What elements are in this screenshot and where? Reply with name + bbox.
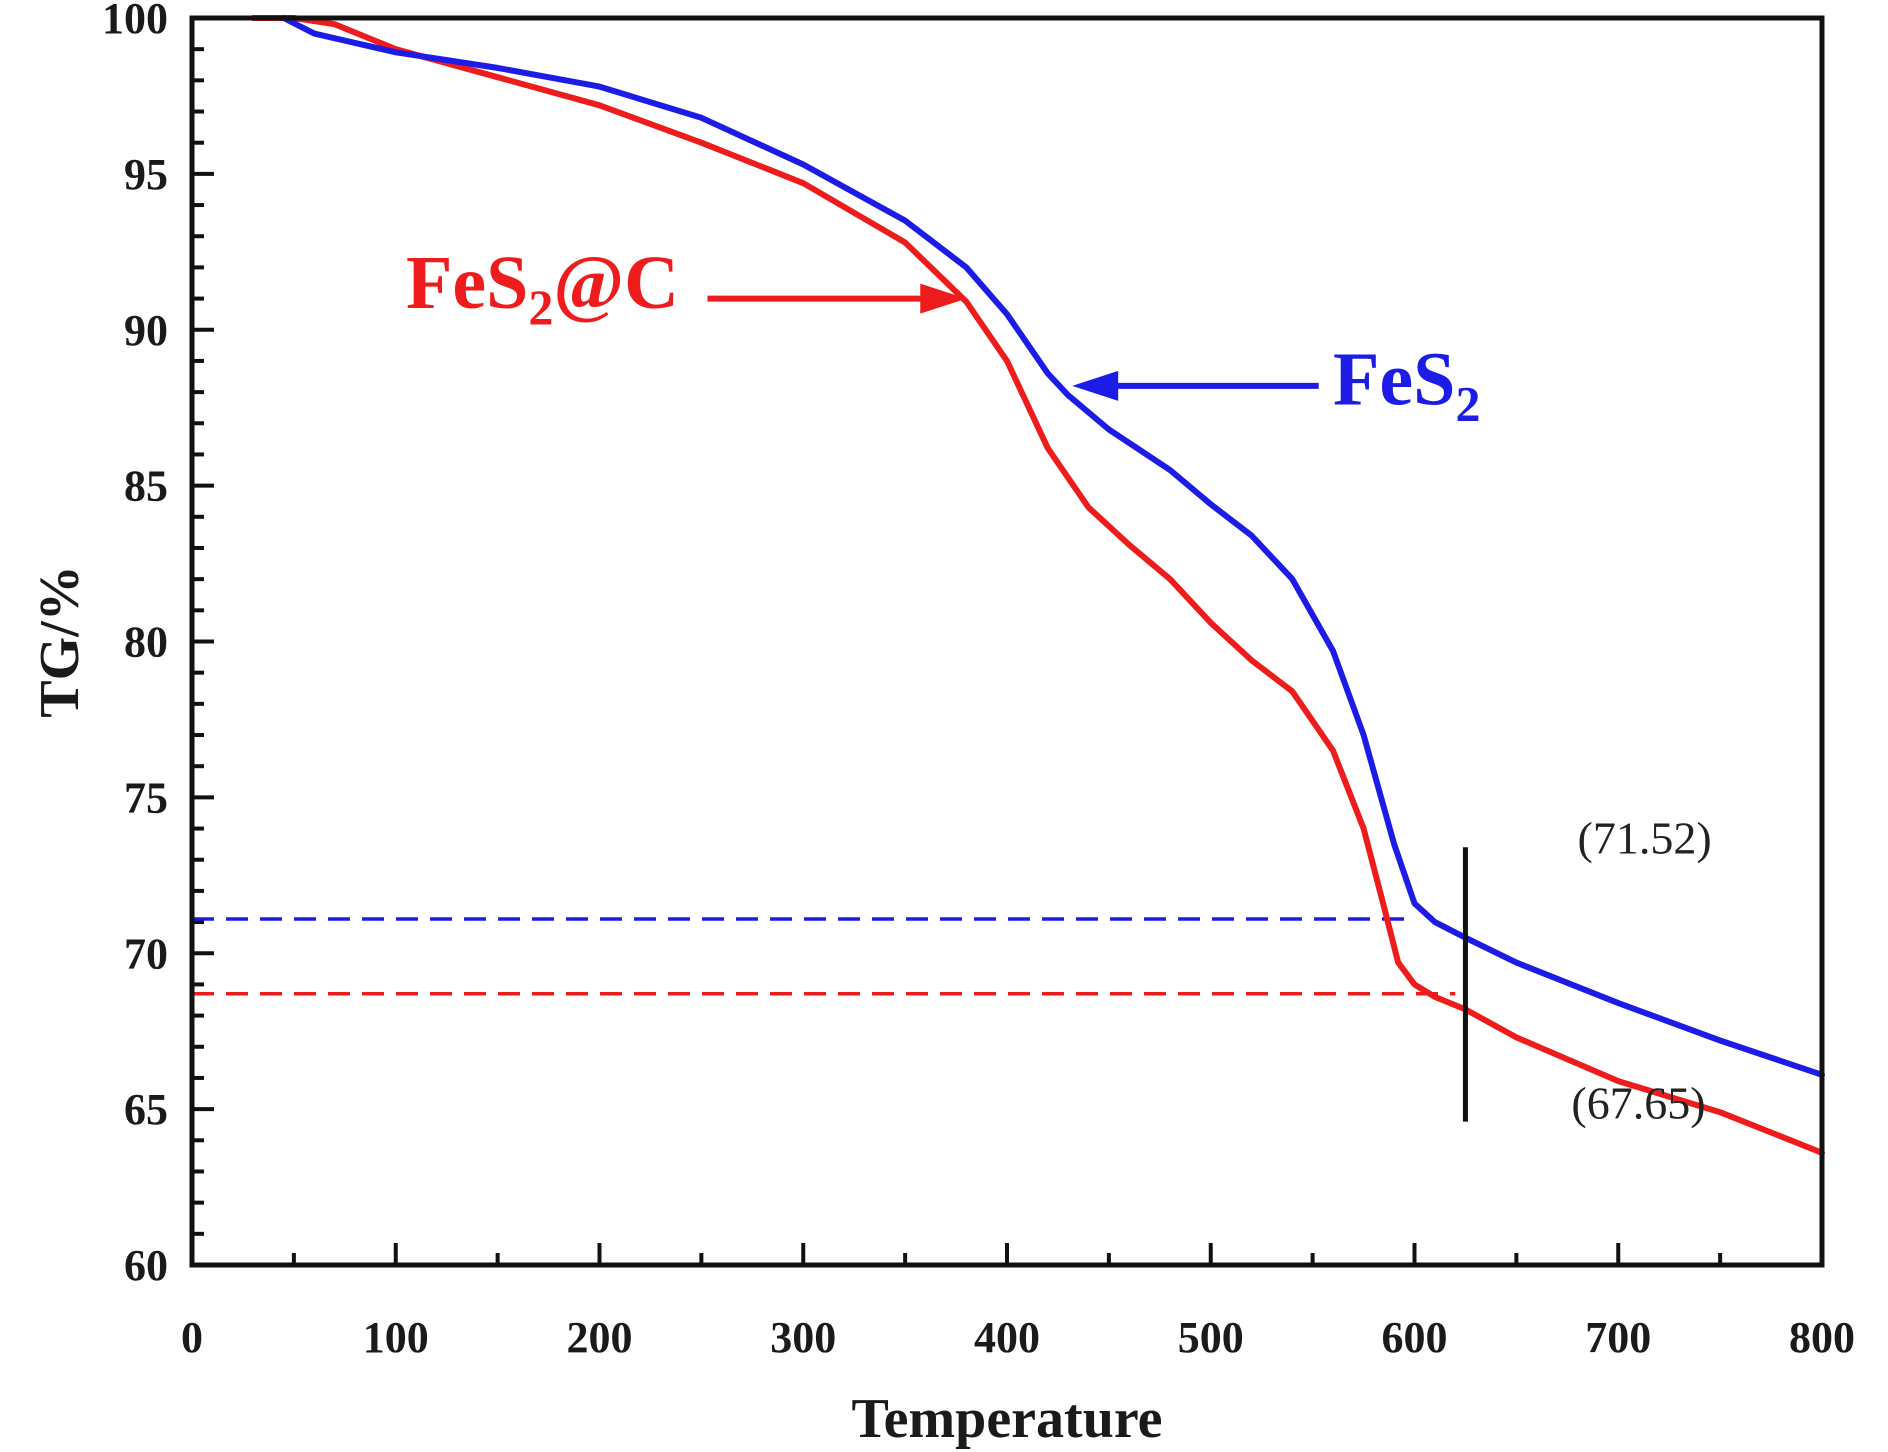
x-axis-title: Temperature: [851, 1388, 1162, 1450]
series-line-fes2-at-c: [250, 15, 1825, 1156]
x-tick-label: 100: [363, 1313, 429, 1362]
axis-ticks: 0 100 200 300 400 500 600 700 800 60 65 70 75 80 85 90 9…: [102, 0, 1855, 1362]
value-annotation: (71.52): [1578, 812, 1712, 863]
y-tick-label: 100: [102, 0, 168, 43]
x-tick-label: 700: [1585, 1313, 1651, 1362]
x-tick-label: 500: [1178, 1313, 1244, 1362]
y-tick-label: 85: [124, 462, 168, 511]
y-tick-label: 65: [124, 1085, 168, 1134]
arrow-head: [1072, 370, 1119, 401]
y-tick-label: 80: [124, 618, 168, 667]
series-label: FeS2@C: [406, 241, 679, 335]
x-tick-label: 200: [567, 1313, 633, 1362]
annotations: (71.52) (67.65) FeS2@C FeS2: [406, 241, 1712, 1129]
y-tick-label: 60: [124, 1241, 168, 1290]
plot-frame: [189, 15, 1825, 1268]
y-axis-title: TG/%: [29, 565, 91, 717]
arrow-head: [920, 283, 967, 314]
y-tick-label: 75: [124, 773, 168, 822]
x-tick-label: 600: [1382, 1313, 1448, 1362]
reference-lines: [192, 917, 1456, 996]
series-line-fes2: [280, 15, 1825, 1078]
y-tick-label: 70: [124, 929, 168, 978]
series-label: FeS2: [1333, 338, 1480, 432]
x-tick-label: 300: [770, 1313, 836, 1362]
y-tick-label: 90: [124, 306, 168, 355]
x-tick-label: 400: [974, 1313, 1040, 1362]
value-annotation: (67.65): [1571, 1077, 1705, 1128]
x-tick-label: 800: [1789, 1313, 1855, 1362]
x-tick-label: 0: [181, 1313, 203, 1362]
series-lines: [250, 15, 1825, 1156]
y-tick-label: 95: [124, 150, 168, 199]
